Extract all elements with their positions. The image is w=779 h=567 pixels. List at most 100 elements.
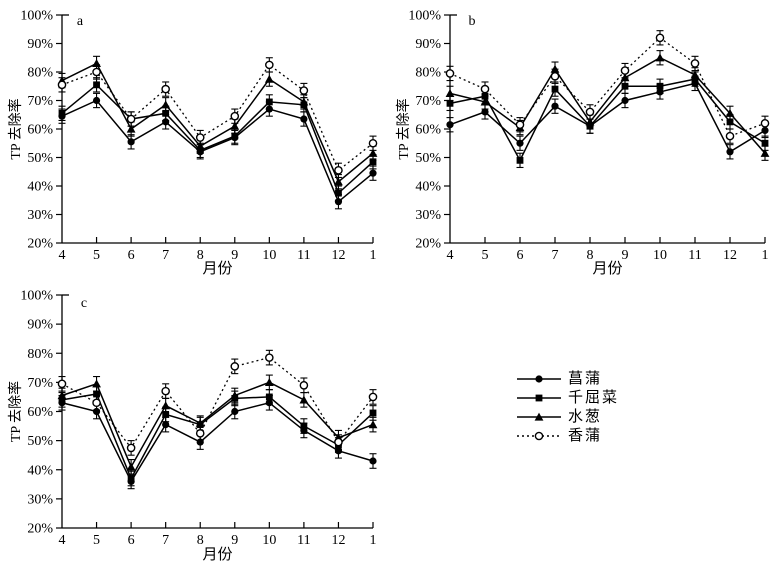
legend-item-xiangpu: 香蒲 [516, 428, 686, 444]
svg-text:40%: 40% [27, 180, 53, 195]
svg-text:5: 5 [93, 248, 100, 263]
svg-text:5: 5 [93, 533, 100, 548]
legend-item-qianqucai: 千屈菜 [516, 390, 686, 406]
svg-text:40%: 40% [27, 463, 53, 478]
svg-text:12: 12 [331, 248, 345, 263]
svg-text:7: 7 [162, 248, 169, 263]
svg-text:80%: 80% [27, 347, 53, 362]
svg-text:月份: 月份 [202, 260, 232, 277]
svg-text:80%: 80% [415, 66, 441, 81]
svg-text:4: 4 [59, 533, 66, 548]
svg-text:80%: 80% [27, 66, 53, 81]
svg-text:90%: 90% [415, 37, 441, 52]
svg-text:30%: 30% [27, 492, 53, 507]
svg-text:8: 8 [587, 248, 594, 263]
series-香蒲 [445, 30, 770, 144]
svg-text:70%: 70% [415, 94, 441, 109]
svg-text:b: b [469, 14, 476, 29]
svg-text:50%: 50% [415, 151, 441, 166]
svg-text:70%: 70% [27, 94, 53, 109]
svg-text:a: a [77, 14, 84, 29]
svg-text:100%: 100% [20, 289, 53, 304]
svg-text:30%: 30% [27, 208, 53, 223]
svg-text:60%: 60% [27, 405, 53, 420]
svg-text:10: 10 [653, 248, 667, 263]
svg-text:6: 6 [128, 533, 135, 548]
legend-label: 千屈菜 [568, 390, 620, 406]
svg-text:12: 12 [331, 533, 345, 548]
svg-text:20%: 20% [27, 522, 53, 537]
svg-text:1: 1 [370, 248, 377, 263]
x-axis-ticks: 4 5 6 7 8 9 10 11 12 1 [59, 522, 377, 548]
svg-text:TP 去除率: TP 去除率 [7, 98, 24, 159]
svg-text:月份: 月份 [592, 260, 622, 277]
series-千屈菜 [58, 77, 377, 201]
svg-text:6: 6 [517, 248, 524, 263]
panel-b-chart: 20% 30% 40% 50% 60% 70% 80% 90% 100% 4 5 6 7 8 9 10 11 12… [390, 0, 779, 280]
x-axis-ticks: 4 5 6 7 8 9 10 11 12 1 [447, 237, 769, 263]
series-香蒲 [57, 57, 378, 178]
svg-text:12: 12 [723, 248, 737, 263]
svg-text:6: 6 [128, 248, 135, 263]
y-axis-ticks: 20% 30% 40% 50% 60% 70% 80% 90% 100% [408, 9, 450, 252]
panel-a-chart: 20% 30% 40% 50% 60% 70% 80% 90% 100% 4 5 6 7 8 9 10 11 12… [0, 0, 390, 280]
svg-text:7: 7 [162, 533, 169, 548]
svg-text:4: 4 [447, 248, 454, 263]
svg-text:11: 11 [688, 248, 701, 263]
svg-text:20%: 20% [27, 237, 53, 252]
svg-text:4: 4 [59, 248, 66, 263]
svg-text:90%: 90% [27, 37, 53, 52]
series-香蒲 [57, 349, 378, 456]
svg-text:70%: 70% [27, 376, 53, 391]
svg-text:5: 5 [482, 248, 489, 263]
filled-triangle-solid-line-icon [516, 411, 562, 423]
y-axis-ticks: 20% 30% 40% 50% 60% 70% 80% 90% 100% [20, 289, 62, 537]
svg-text:c: c [81, 296, 87, 311]
svg-text:9: 9 [231, 248, 238, 263]
svg-text:60%: 60% [415, 123, 441, 138]
svg-text:10: 10 [262, 248, 276, 263]
svg-text:40%: 40% [415, 180, 441, 195]
x-axis-ticks: 4 5 6 7 8 9 10 11 12 1 [59, 237, 377, 263]
panel-b-plot: 20%30%40%50%60%70%80%90%100%4 5 6 7 8 9 10 11 12… [395, 9, 770, 277]
legend-item-changpu: 菖蒲 [516, 371, 686, 387]
legend-item-shuicong: 水葱 [516, 409, 686, 425]
legend-label: 水葱 [568, 409, 603, 425]
svg-text:10: 10 [262, 533, 276, 548]
svg-text:TP 去除率: TP 去除率 [395, 98, 412, 159]
svg-text:9: 9 [231, 533, 238, 548]
series-菖蒲 [58, 92, 377, 210]
svg-text:11: 11 [297, 248, 310, 263]
svg-text:7: 7 [552, 248, 559, 263]
svg-text:8: 8 [197, 248, 204, 263]
series-菖蒲 [446, 75, 769, 160]
svg-text:1: 1 [370, 533, 377, 548]
svg-text:9: 9 [622, 248, 629, 263]
svg-text:100%: 100% [20, 9, 53, 24]
svg-text:1: 1 [762, 248, 769, 263]
filled-circle-solid-line-icon [516, 373, 562, 385]
legend: 菖蒲 千屈菜 水葱 香蒲 [516, 371, 686, 444]
panel-a-plot: 20%30%40%50%60%70%80%90%100%4 5 6 7 8 9 10 11 12… [7, 9, 378, 277]
svg-text:100%: 100% [408, 9, 441, 24]
svg-text:30%: 30% [415, 208, 441, 223]
open-circle-dotted-line-icon [516, 430, 562, 442]
svg-text:月份: 月份 [202, 546, 232, 563]
svg-text:60%: 60% [27, 123, 53, 138]
svg-text:50%: 50% [27, 151, 53, 166]
legend-label: 香蒲 [568, 428, 603, 444]
y-axis-ticks: 20% 30% 40% 50% 60% 70% 80% 90% 100% [20, 9, 62, 252]
svg-text:11: 11 [297, 533, 310, 548]
filled-square-solid-line-icon [516, 392, 562, 404]
legend-label: 菖蒲 [568, 371, 603, 387]
panel-c-chart: 20% 30% 40% 50% 60% 70% 80% 90% 100% 4 5 6 7 8 9 10 11 12… [0, 280, 390, 567]
svg-text:8: 8 [197, 533, 204, 548]
svg-text:50%: 50% [27, 434, 53, 449]
svg-text:20%: 20% [415, 237, 441, 252]
svg-text:90%: 90% [27, 318, 53, 333]
series-千屈菜 [58, 386, 377, 487]
series-水葱 [57, 374, 378, 475]
svg-text:TP 去除率: TP 去除率 [7, 381, 24, 442]
panel-c-plot: 20%30%40%50%60%70%80%90%100%4 5 6 7 8 9 10 11 12… [7, 289, 378, 563]
